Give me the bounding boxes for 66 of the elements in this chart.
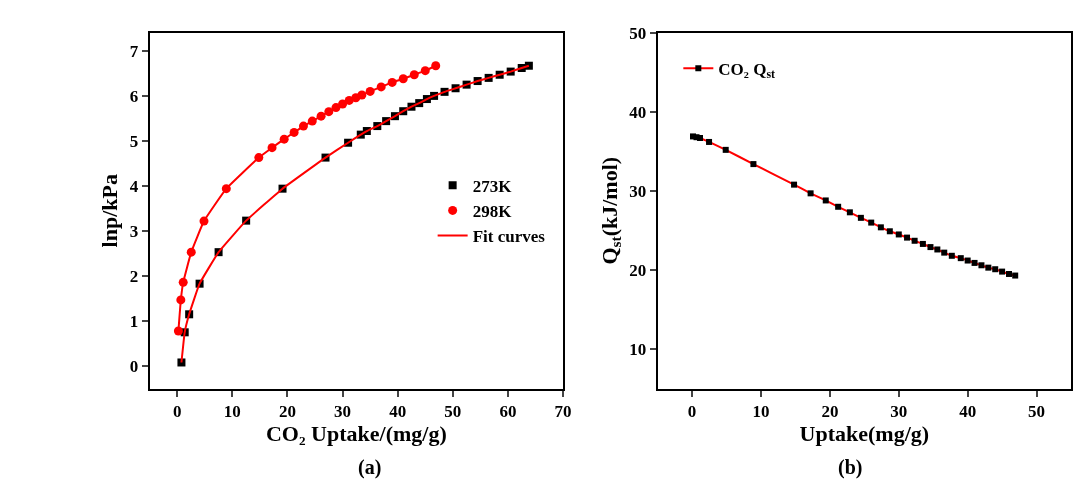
- x-tick-label: 30: [334, 402, 352, 421]
- point: [706, 138, 713, 145]
- x-tick-label: 0: [173, 402, 182, 421]
- x-tick-label: 50: [444, 402, 462, 421]
- y-tick-label: 6: [129, 86, 139, 106]
- y-tick-label: 4: [129, 176, 139, 196]
- point: [934, 246, 941, 253]
- point: [846, 209, 853, 216]
- y-axis-title: lnp/kPa: [97, 174, 123, 248]
- point: [697, 135, 704, 141]
- point: [919, 240, 926, 247]
- point: [1006, 270, 1012, 277]
- y-tick-label: 7: [129, 41, 139, 61]
- x-tick-label: 40: [959, 402, 977, 421]
- point: [722, 146, 729, 153]
- point: [807, 190, 814, 197]
- x-tick-label: 60: [499, 402, 517, 421]
- point: [791, 181, 798, 188]
- point: [750, 161, 757, 168]
- point: [964, 257, 971, 264]
- point: [886, 228, 893, 235]
- y-tick-label: 1: [129, 312, 139, 331]
- legend-label: 273K: [472, 176, 513, 196]
- x-tick-label: 30: [890, 402, 908, 421]
- y-tick-label: 2: [129, 266, 139, 286]
- legend-label: 298K: [472, 202, 513, 222]
- text: (b): [838, 456, 863, 479]
- point: [971, 259, 978, 266]
- point: [868, 219, 875, 226]
- point: [857, 214, 864, 221]
- y-tick-label: 3: [129, 221, 139, 241]
- x-tick-label: 10: [752, 402, 770, 421]
- point: [948, 252, 955, 259]
- y-tick-label: 5: [129, 131, 139, 151]
- point: [957, 255, 964, 262]
- x-axis-title: Uptake(mg/g): [799, 421, 930, 446]
- point: [992, 266, 999, 273]
- point: [978, 262, 985, 269]
- text: (a): [358, 456, 382, 479]
- point: [877, 224, 884, 231]
- x-tick-label: 40: [389, 402, 407, 421]
- y-tick-label: 0: [129, 357, 139, 377]
- y-tick-label: 20: [629, 260, 647, 280]
- x-tick-label: 20: [278, 402, 296, 421]
- point: [835, 203, 842, 210]
- x-axis-title: CO₂ Uptake/(mg/g): [265, 421, 447, 446]
- point: [904, 234, 911, 241]
- point: [895, 231, 902, 238]
- y-tick-label: 30: [629, 181, 647, 201]
- point: [999, 268, 1006, 275]
- point: [1012, 272, 1019, 279]
- point: [822, 197, 829, 204]
- point: [911, 237, 918, 244]
- y-tick-label: 50: [629, 23, 647, 43]
- x-tick-label: 10: [223, 402, 241, 421]
- point: [941, 249, 948, 256]
- point: [985, 264, 992, 271]
- y-tick-label: 10: [629, 340, 647, 360]
- x-tick-label: 0: [687, 402, 697, 421]
- x-tick-label: 20: [821, 402, 839, 421]
- legend-label: Fit curves: [472, 227, 546, 247]
- x-tick-label: 50: [1028, 402, 1046, 421]
- y-tick-label: 40: [629, 102, 647, 122]
- point: [927, 244, 934, 251]
- legend-label: CO₂ Q$_{st}$: [718, 59, 776, 82]
- x-tick-label: 70: [554, 402, 572, 421]
